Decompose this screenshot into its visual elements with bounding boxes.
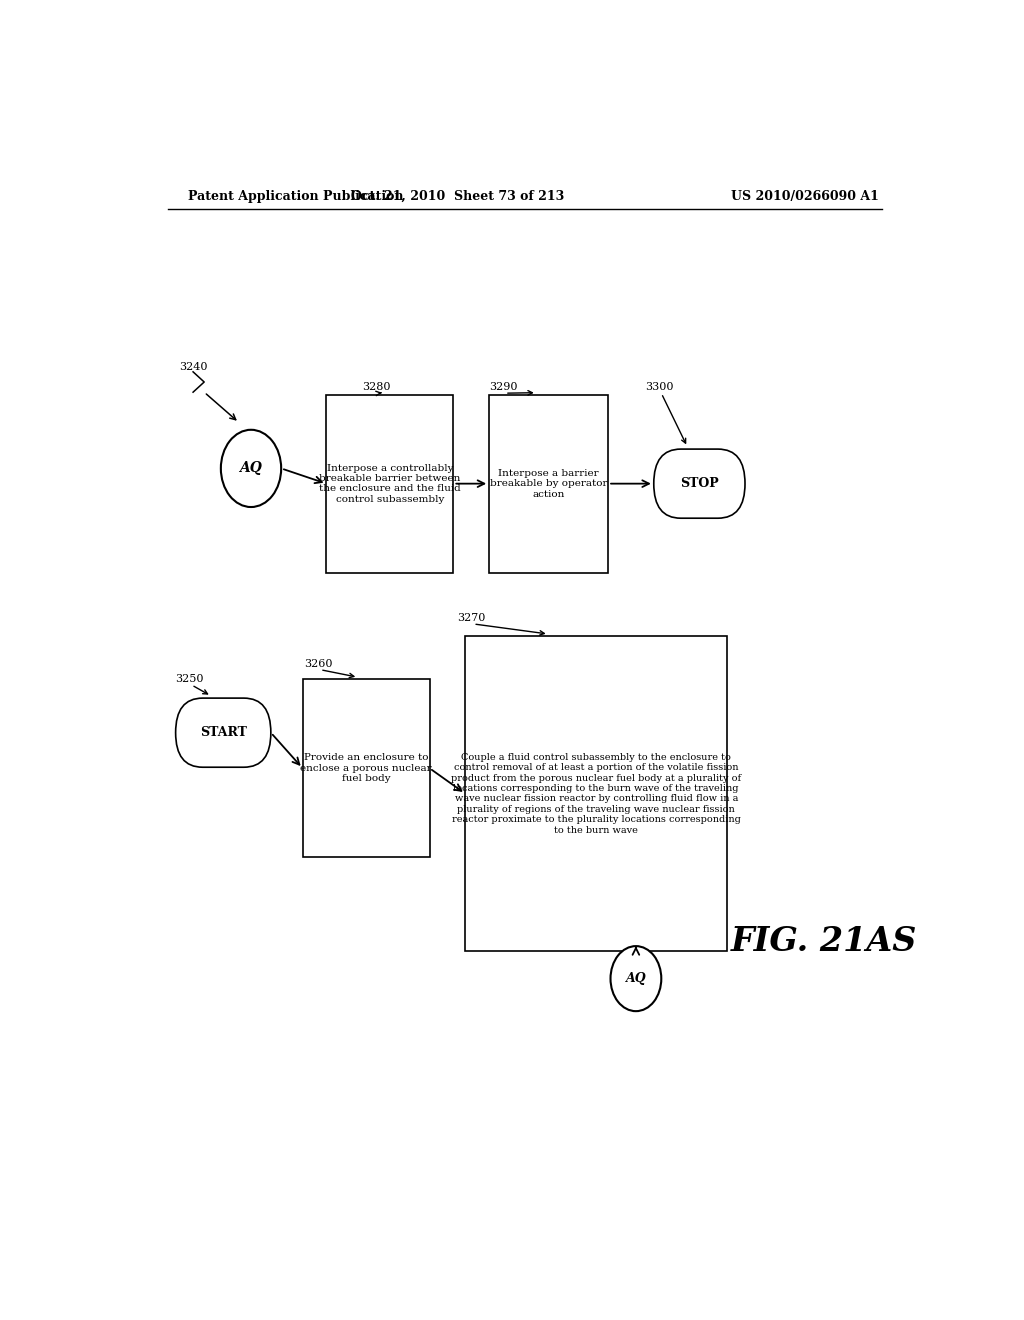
Text: 3260: 3260	[304, 659, 333, 668]
Text: Interpose a controllably
breakable barrier between
the enclosure and the fluid
c: Interpose a controllably breakable barri…	[319, 463, 461, 504]
Text: 3290: 3290	[489, 381, 517, 392]
Text: FIG. 21AS: FIG. 21AS	[731, 924, 918, 957]
Text: START: START	[200, 726, 247, 739]
FancyBboxPatch shape	[653, 449, 745, 519]
Circle shape	[610, 946, 662, 1011]
Text: 3280: 3280	[362, 381, 390, 392]
Text: Provide an enclosure to
enclose a porous nuclear
fuel body: Provide an enclosure to enclose a porous…	[300, 754, 432, 783]
Text: 3300: 3300	[645, 381, 674, 392]
FancyBboxPatch shape	[489, 395, 608, 573]
FancyBboxPatch shape	[176, 698, 270, 767]
FancyBboxPatch shape	[303, 680, 430, 857]
Text: US 2010/0266090 A1: US 2010/0266090 A1	[731, 190, 879, 202]
Text: Interpose a barrier
breakable by operator
action: Interpose a barrier breakable by operato…	[489, 469, 607, 499]
Text: STOP: STOP	[680, 477, 719, 490]
Text: AQ: AQ	[240, 462, 262, 475]
FancyBboxPatch shape	[327, 395, 454, 573]
Text: 3250: 3250	[176, 673, 204, 684]
Text: 3270: 3270	[458, 612, 485, 623]
Text: Couple a fluid control subassembly to the enclosure to
control removal of at lea: Couple a fluid control subassembly to th…	[452, 752, 741, 834]
Text: AQ: AQ	[626, 972, 646, 985]
Text: Patent Application Publication: Patent Application Publication	[187, 190, 403, 202]
Text: 3240: 3240	[179, 362, 208, 372]
FancyBboxPatch shape	[465, 636, 727, 952]
Text: Oct. 21, 2010  Sheet 73 of 213: Oct. 21, 2010 Sheet 73 of 213	[350, 190, 564, 202]
Circle shape	[221, 430, 282, 507]
